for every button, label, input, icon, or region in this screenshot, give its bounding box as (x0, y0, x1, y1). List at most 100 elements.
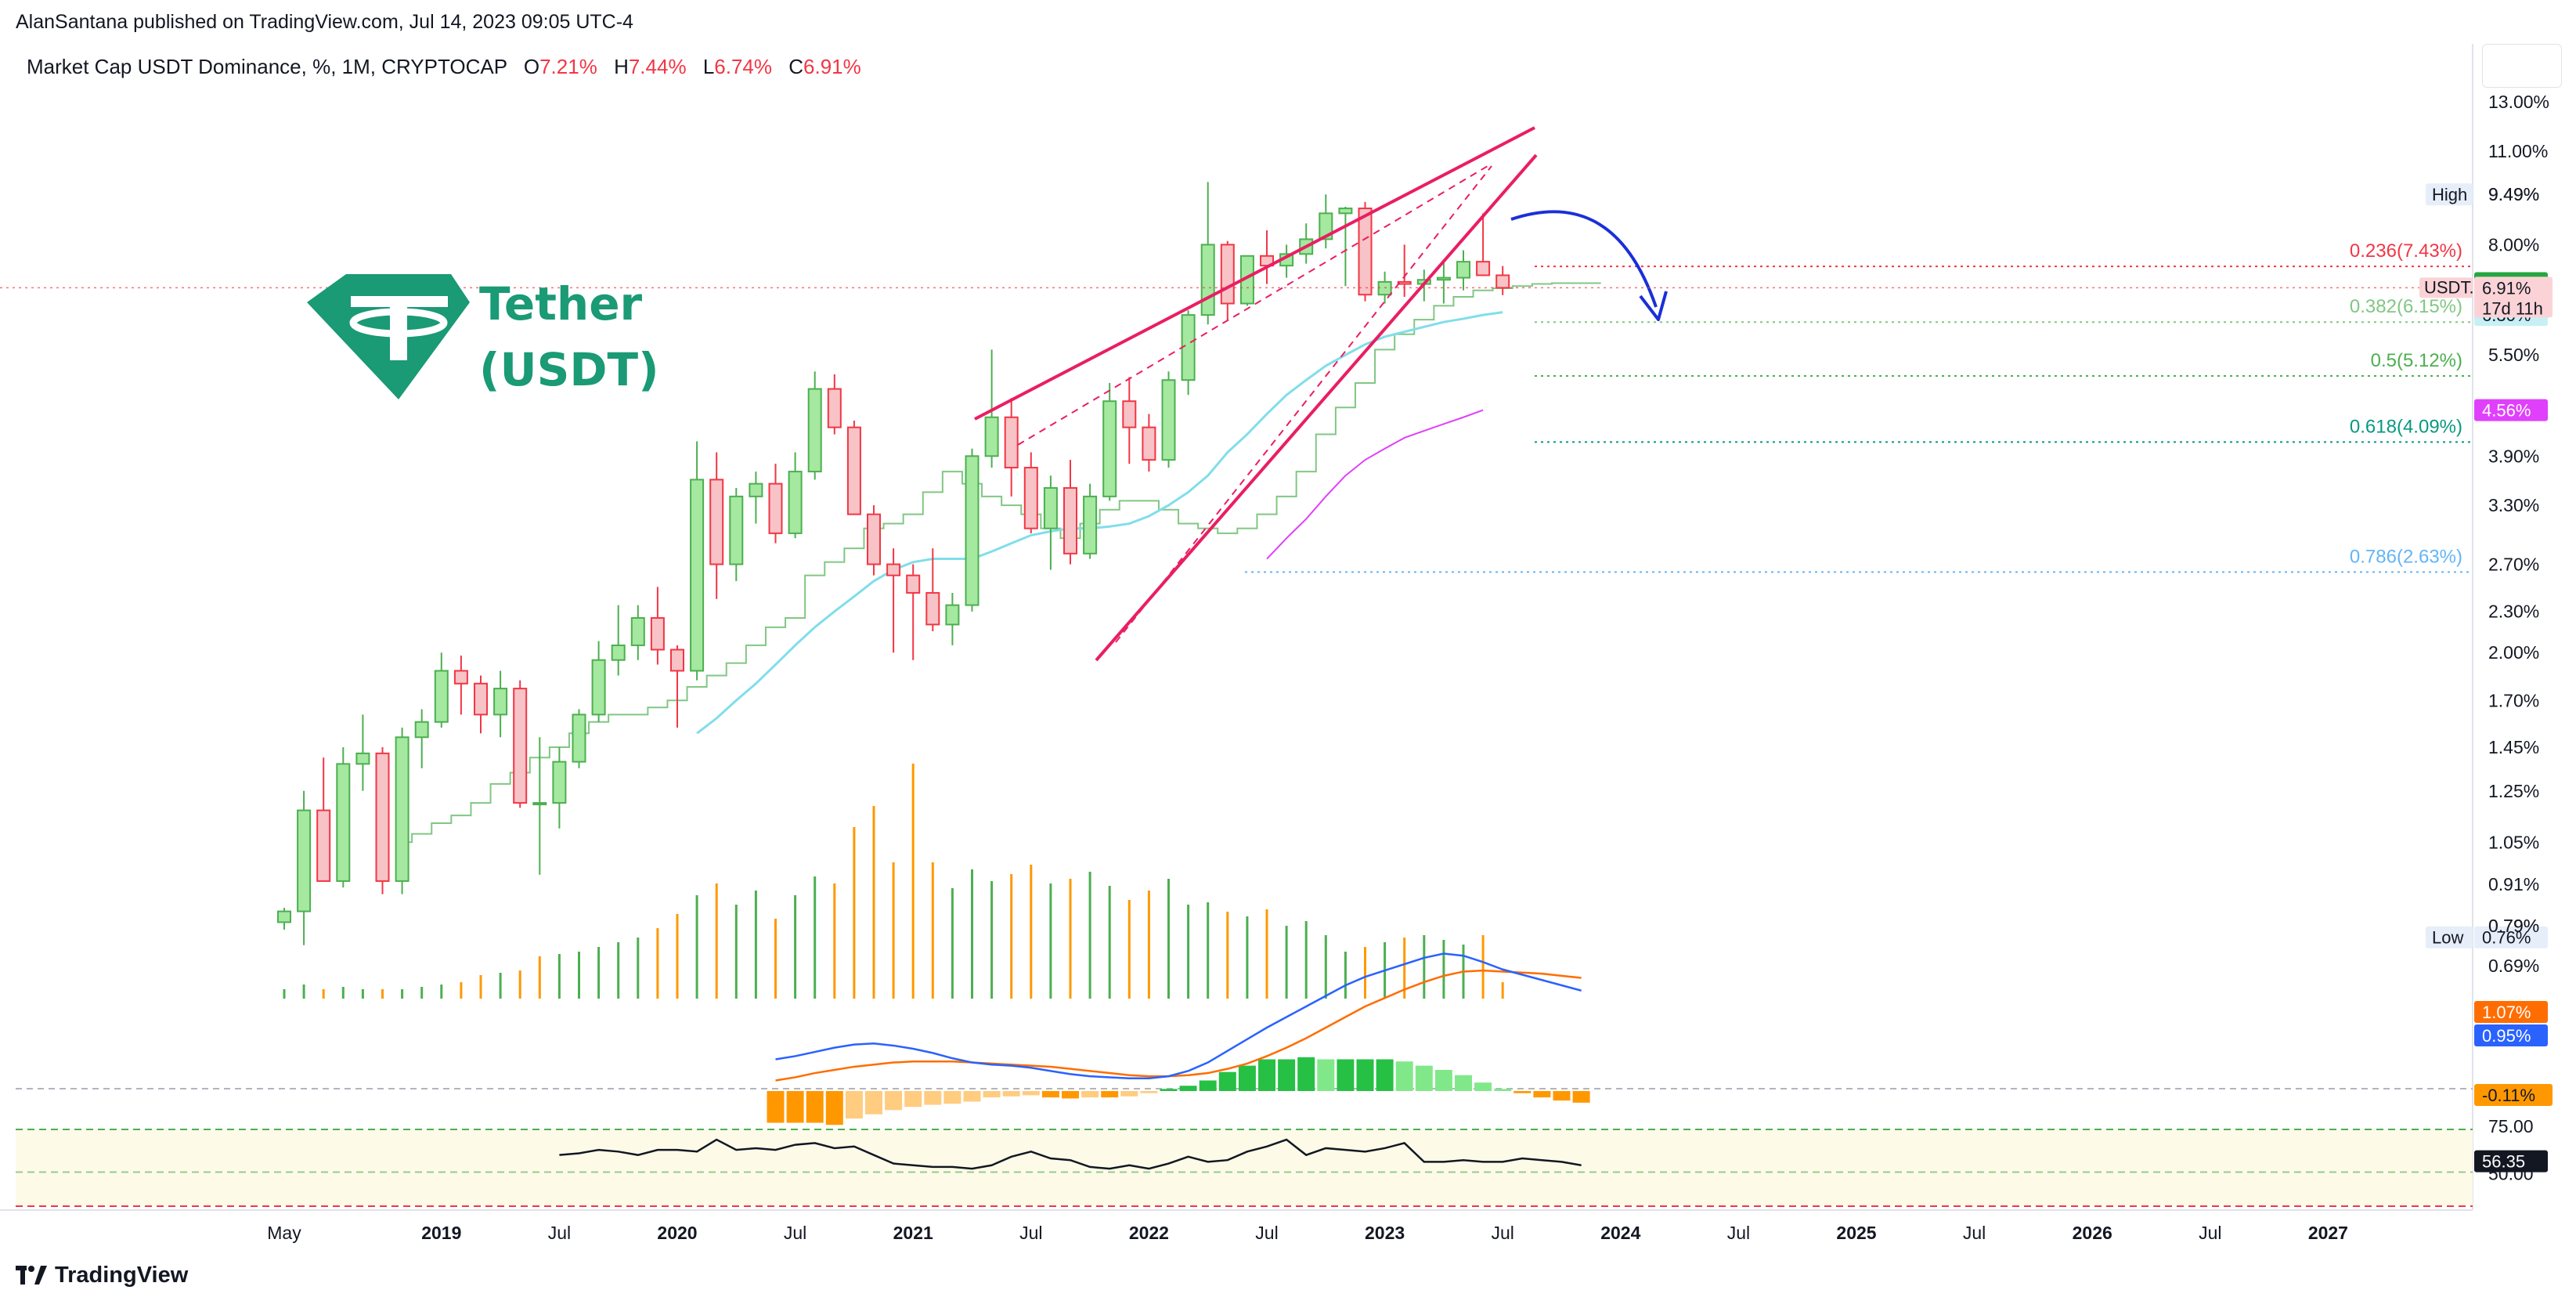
wedge-lower-dashed[interactable] (1115, 165, 1492, 643)
candle-body (355, 752, 370, 765)
price-axis[interactable]: 13.00% 11.00% 9.49% 8.00% 5.50% 3.90% 3.30% 2.7… (2419, 92, 2553, 1183)
volume-bars (283, 764, 1504, 999)
volume-bar (931, 862, 934, 999)
volume-bar (361, 989, 364, 999)
volume-bar (715, 883, 718, 999)
candle-body (414, 721, 429, 739)
macd-histogram-bar (1120, 1091, 1138, 1097)
candle-body (749, 482, 763, 497)
macd-histogram-bar (1494, 1089, 1512, 1091)
fib-level-label: 0.382(6.15%) (2350, 296, 2462, 317)
candle (1004, 398, 1019, 497)
macd-histogram-bar (1278, 1059, 1296, 1091)
candle-body (1338, 208, 1353, 215)
candle-body (532, 802, 547, 806)
macd-histogram-bar (1062, 1091, 1079, 1099)
macd-histogram-bar (1101, 1091, 1119, 1098)
candle (1358, 201, 1373, 302)
macd-histogram-bar (1081, 1091, 1099, 1098)
candle-body (1023, 467, 1038, 529)
volume-bar (951, 888, 954, 999)
legend-symbol: Market Cap USDT Dominance, %, 1M, CRYPTO… (27, 55, 507, 78)
tradingview-brand[interactable]: TradingView (16, 1263, 188, 1288)
candle (1181, 310, 1196, 396)
tradingview-logo-icon (16, 1265, 47, 1286)
macd-value-tag-box (2474, 1024, 2548, 1046)
price-tick-label: 1.05% (2488, 832, 2539, 852)
chart-frame (0, 44, 2473, 1211)
macd-signal-line (775, 969, 1582, 1082)
time-tick-label: 2019 (421, 1223, 461, 1243)
price-tick-label: 3.30% (2488, 495, 2539, 515)
wedge-upper-line[interactable] (974, 126, 1535, 421)
wedge-upper-dashed[interactable] (1017, 165, 1488, 446)
time-tick-label: 2021 (893, 1223, 933, 1243)
macd-histogram-bar (1002, 1091, 1020, 1097)
macd-histogram-bar (1513, 1091, 1532, 1093)
candle (768, 464, 783, 544)
candle-body (572, 714, 586, 763)
candle-body (709, 479, 724, 565)
candle (729, 487, 744, 581)
settings-corner-box[interactable] (2482, 44, 2562, 88)
macd-histogram-bar (1434, 1070, 1452, 1091)
candle-body (690, 479, 705, 672)
macd-histogram-bar (1022, 1091, 1040, 1096)
candle-body (493, 688, 508, 716)
volume-bar (401, 989, 404, 999)
volume-bar (695, 895, 698, 999)
candle-body (827, 388, 842, 428)
ema-magenta-tag-box (2474, 399, 2548, 421)
last-price-tag (2474, 276, 2553, 318)
price-tick-label: 1.25% (2488, 781, 2539, 801)
macd-histogram-bar (924, 1091, 942, 1105)
time-tick-label: Jul (1019, 1223, 1042, 1243)
macd-hist-tag-text: -0.11% (2482, 1086, 2535, 1105)
candle-body (630, 616, 645, 646)
rising-wedge-drawing[interactable] (974, 126, 1538, 662)
candle-body (1181, 314, 1196, 381)
volume-bar (597, 947, 601, 999)
volume-bar (1049, 883, 1052, 999)
candle-body (925, 591, 940, 626)
volume-bar (1088, 872, 1091, 999)
candle (591, 641, 606, 722)
candle (316, 757, 331, 882)
price-tick-label: 2.70% (2488, 554, 2539, 574)
rsi-pane (16, 1129, 2473, 1207)
candle (827, 374, 842, 435)
volume-bar (1423, 935, 1426, 999)
volume-bar (1501, 982, 1504, 999)
time-tick-label: Jul (1491, 1223, 1513, 1243)
rsi-line (559, 1138, 1582, 1170)
macd-pane (767, 952, 1590, 1126)
candle (1260, 230, 1274, 284)
time-tick-label: Jul (1963, 1223, 1986, 1243)
candle (552, 747, 567, 829)
macd-histogram-bar (963, 1091, 981, 1102)
candle (630, 605, 645, 660)
volume-bar (1207, 902, 1210, 999)
volume-bar (322, 989, 325, 999)
candle-body (1476, 261, 1491, 276)
volume-bar (1364, 947, 1366, 999)
fib-retracement[interactable]: 0.236(7.43%) 0.382(6.15%) 0.5(5.12%) 0.618(… (1245, 240, 2473, 573)
price-tick-label: 5.50% (2488, 345, 2539, 365)
bar-countdown: 17d 11h (2482, 298, 2543, 318)
volume-bar (794, 895, 797, 999)
time-tick-label: 2023 (1365, 1223, 1405, 1243)
wedge-lower-line[interactable] (1095, 154, 1538, 662)
volume-bar (892, 862, 895, 999)
time-axis[interactable]: May 2019 Jul 2020 Jul 2021 Jul 2022 Jul 2023 Jul 20… (267, 1223, 2348, 1243)
volume-bar (499, 973, 502, 999)
candle (611, 605, 626, 676)
candle (1161, 371, 1176, 468)
volume-bar (734, 905, 738, 999)
volume-bar (1403, 938, 1406, 999)
macd-histogram-bar (983, 1091, 1001, 1098)
projection-arrow[interactable] (1510, 210, 1668, 321)
candle-body (670, 649, 684, 672)
candle (867, 505, 881, 576)
price-tick-label: 0.69% (2488, 956, 2539, 976)
